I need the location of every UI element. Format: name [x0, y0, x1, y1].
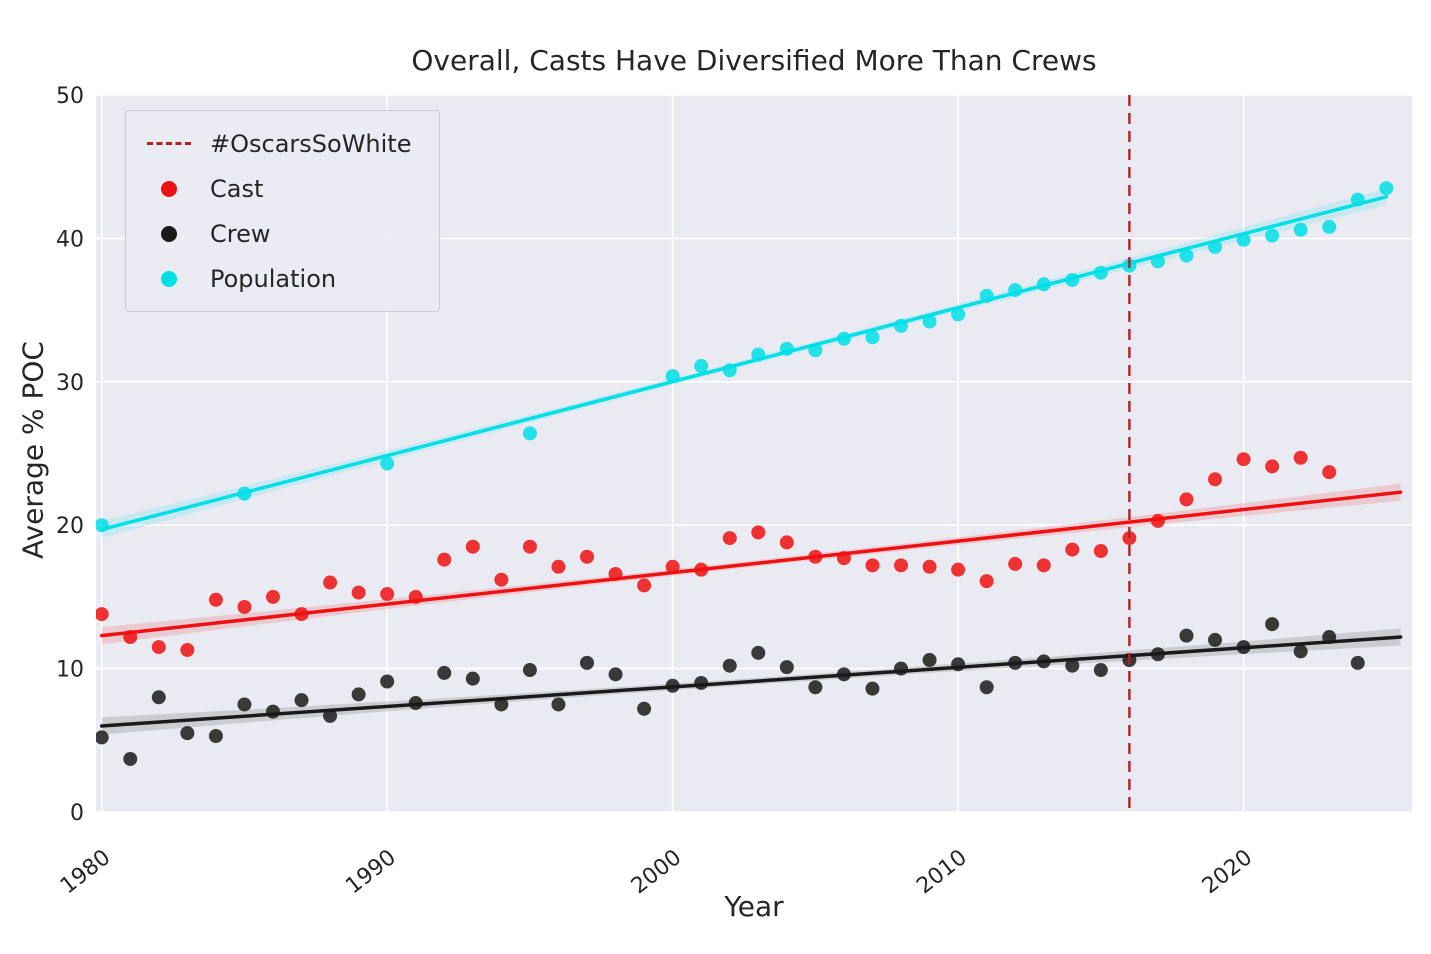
legend-label: Population: [210, 264, 337, 293]
legend-item-cast: Cast: [146, 166, 411, 211]
svg-text:40: 40: [56, 227, 84, 252]
dot-marker-icon: [161, 180, 177, 197]
dashed-line-icon: [147, 142, 191, 145]
y-axis-label: Average % POC: [16, 341, 50, 559]
chart-title: Overall, Casts Have Diversified More Tha…: [411, 44, 1097, 77]
x-axis-label: Year: [724, 890, 784, 923]
svg-text:50: 50: [56, 84, 84, 109]
legend-handle: [146, 270, 192, 287]
legend-label: #OscarsSoWhite: [210, 129, 412, 158]
legend-label: Crew: [210, 219, 271, 248]
legend: #OscarsSoWhite Cast Crew Population: [125, 110, 441, 312]
legend-handle: [146, 180, 192, 197]
legend-item-population: Population: [146, 256, 411, 301]
legend-label: Cast: [210, 174, 264, 203]
legend-handle: [146, 142, 192, 145]
svg-text:0: 0: [70, 801, 84, 826]
svg-text:30: 30: [56, 371, 84, 396]
svg-text:10: 10: [56, 658, 84, 683]
dot-marker-icon: [161, 225, 177, 242]
legend-handle: [146, 225, 192, 242]
legend-item-crew: Crew: [146, 211, 411, 256]
svg-text:20: 20: [56, 514, 84, 539]
legend-item-oscarssowhite: #OscarsSoWhite: [146, 121, 411, 166]
dot-marker-icon: [161, 270, 177, 287]
